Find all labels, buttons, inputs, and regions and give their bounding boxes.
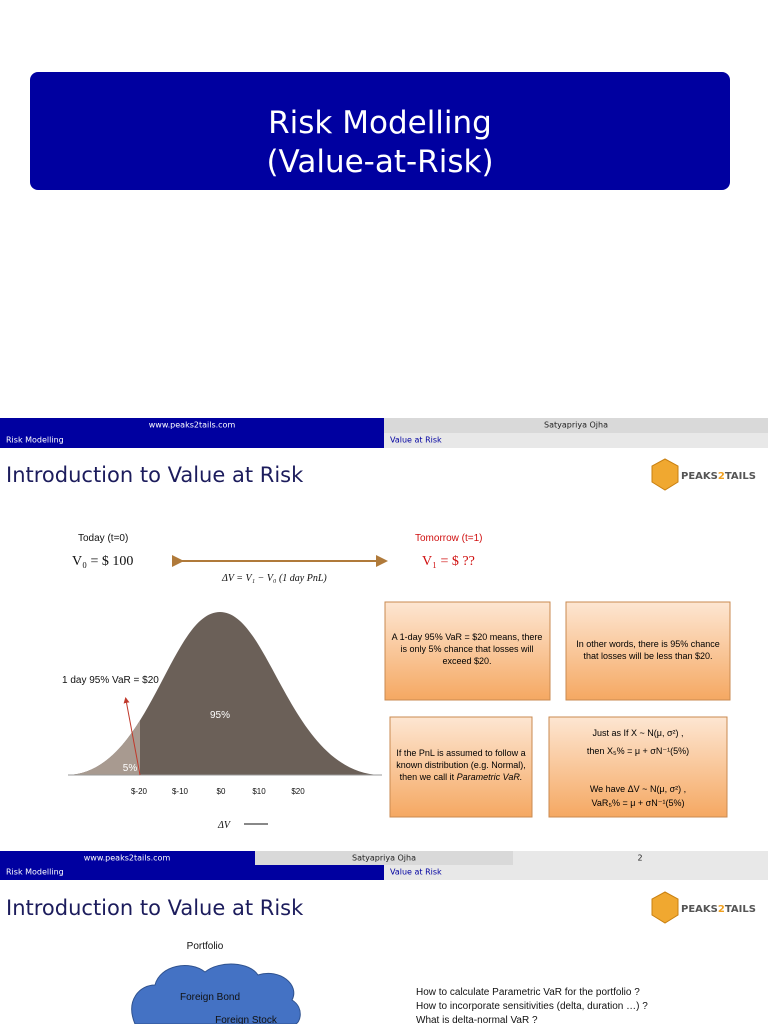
bell-curve [68, 612, 380, 775]
logo: PEAKS2TAILS [651, 458, 756, 491]
tail-area [68, 720, 140, 775]
delta-v: ΔV = V₁ − V₀ (1 day PnL) [221, 573, 327, 584]
question: How to calculate Parametric VaR for the … [416, 987, 640, 998]
page-number: 2 [637, 854, 642, 863]
x-axis-label: ΔV [217, 820, 232, 831]
header-bar [0, 433, 384, 448]
x-label: $-10 [172, 787, 189, 796]
logo-part: PEAKS [681, 471, 718, 482]
x-label: $0 [217, 787, 226, 796]
box-text: then X₅% = μ + σN⁻¹(5%) [587, 746, 689, 756]
box-text: VaR₅% = μ + σN⁻¹(5%) [592, 798, 685, 808]
section: Risk Modelling [6, 436, 64, 445]
footer-bar [513, 851, 768, 865]
info-box [565, 601, 731, 701]
website: www.peaks2tails.com [84, 854, 171, 863]
box-text: If the PnL is assumed to follow a [396, 748, 525, 758]
logo-part: TAILS [725, 471, 756, 482]
box-text-part: then we call it [400, 772, 455, 782]
box-text: then we call it Parametric VaR. [400, 772, 523, 782]
box-text: that losses will be less than $20. [583, 651, 712, 661]
logo-part: PEAKS [681, 904, 718, 915]
author: Satyapriya Ojha [352, 854, 416, 863]
box-text: A 1-day 95% VaR = $20 means, there [392, 632, 543, 642]
x-label: $20 [291, 787, 305, 796]
footer-bar [255, 851, 513, 865]
v1: V₁ = $ ?? [422, 554, 475, 569]
author: Satyapriya Ojha [544, 421, 608, 430]
slide-title: Introduction to Value at Risk [6, 896, 304, 920]
x-label: $-20 [131, 787, 148, 796]
slide-title: (Value-at-Risk) [266, 144, 493, 180]
box-text: known distribution (e.g. Normal), [396, 760, 526, 770]
var-label: 1 day 95% VaR = $20 [62, 675, 159, 686]
logo-text: PEAKS2TAILS [681, 904, 756, 915]
box-text-part: Parametric VaR. [457, 772, 523, 782]
box-text: is only 5% chance that losses will [400, 644, 533, 654]
x-labels: $-20 $-10 $0 $10 $20 [131, 787, 305, 796]
header-bar [384, 433, 768, 448]
logo-part: 2 [718, 471, 725, 482]
subsection: Value at Risk [390, 868, 442, 877]
question: How to incorporate sensitivities (delta,… [416, 1001, 648, 1012]
pct-label: 95% [210, 710, 230, 721]
slide-title: Risk Modelling [268, 105, 492, 141]
info-box [389, 716, 533, 818]
question: What is delta-normal VaR ? [416, 1015, 538, 1024]
logo-part: TAILS [725, 904, 756, 915]
header-bar [0, 865, 384, 880]
website: www.peaks2tails.com [149, 421, 236, 430]
logo: PEAKS2TAILS [651, 891, 756, 924]
header-bar [384, 865, 768, 880]
slide-title: Introduction to Value at Risk [6, 463, 304, 487]
subsection: Value at Risk [390, 436, 442, 445]
cloud-item: Foreign Stock [215, 1015, 278, 1024]
cloud [131, 963, 301, 1024]
box-text: In other words, there is 95% chance [576, 639, 720, 649]
cloud-item: Foreign Bond [180, 992, 240, 1003]
section: Risk Modelling [6, 868, 64, 877]
var-arrow [123, 697, 141, 776]
footer-bar [0, 851, 255, 865]
tomorrow-label: Tomorrow (t=1) [415, 533, 483, 544]
title-box [30, 72, 730, 190]
portfolio-label: Portfolio [187, 941, 224, 952]
x-label: $10 [252, 787, 266, 796]
box-text: exceed $20. [442, 656, 491, 666]
box-text: Just as If X ~ N(μ, σ²) , [592, 728, 683, 738]
header-bar [0, 418, 384, 433]
box-text: We have ΔV ~ N(μ, σ²) , [590, 784, 686, 794]
today-label: Today (t=0) [78, 533, 128, 544]
info-box [384, 601, 551, 701]
info-box [548, 716, 728, 818]
header-bar [384, 418, 768, 433]
logo-text: PEAKS2TAILS [681, 471, 756, 482]
v0: V₀ = $ 100 [72, 554, 133, 569]
logo-part: 2 [718, 904, 725, 915]
pct-label: 5% [123, 763, 138, 774]
